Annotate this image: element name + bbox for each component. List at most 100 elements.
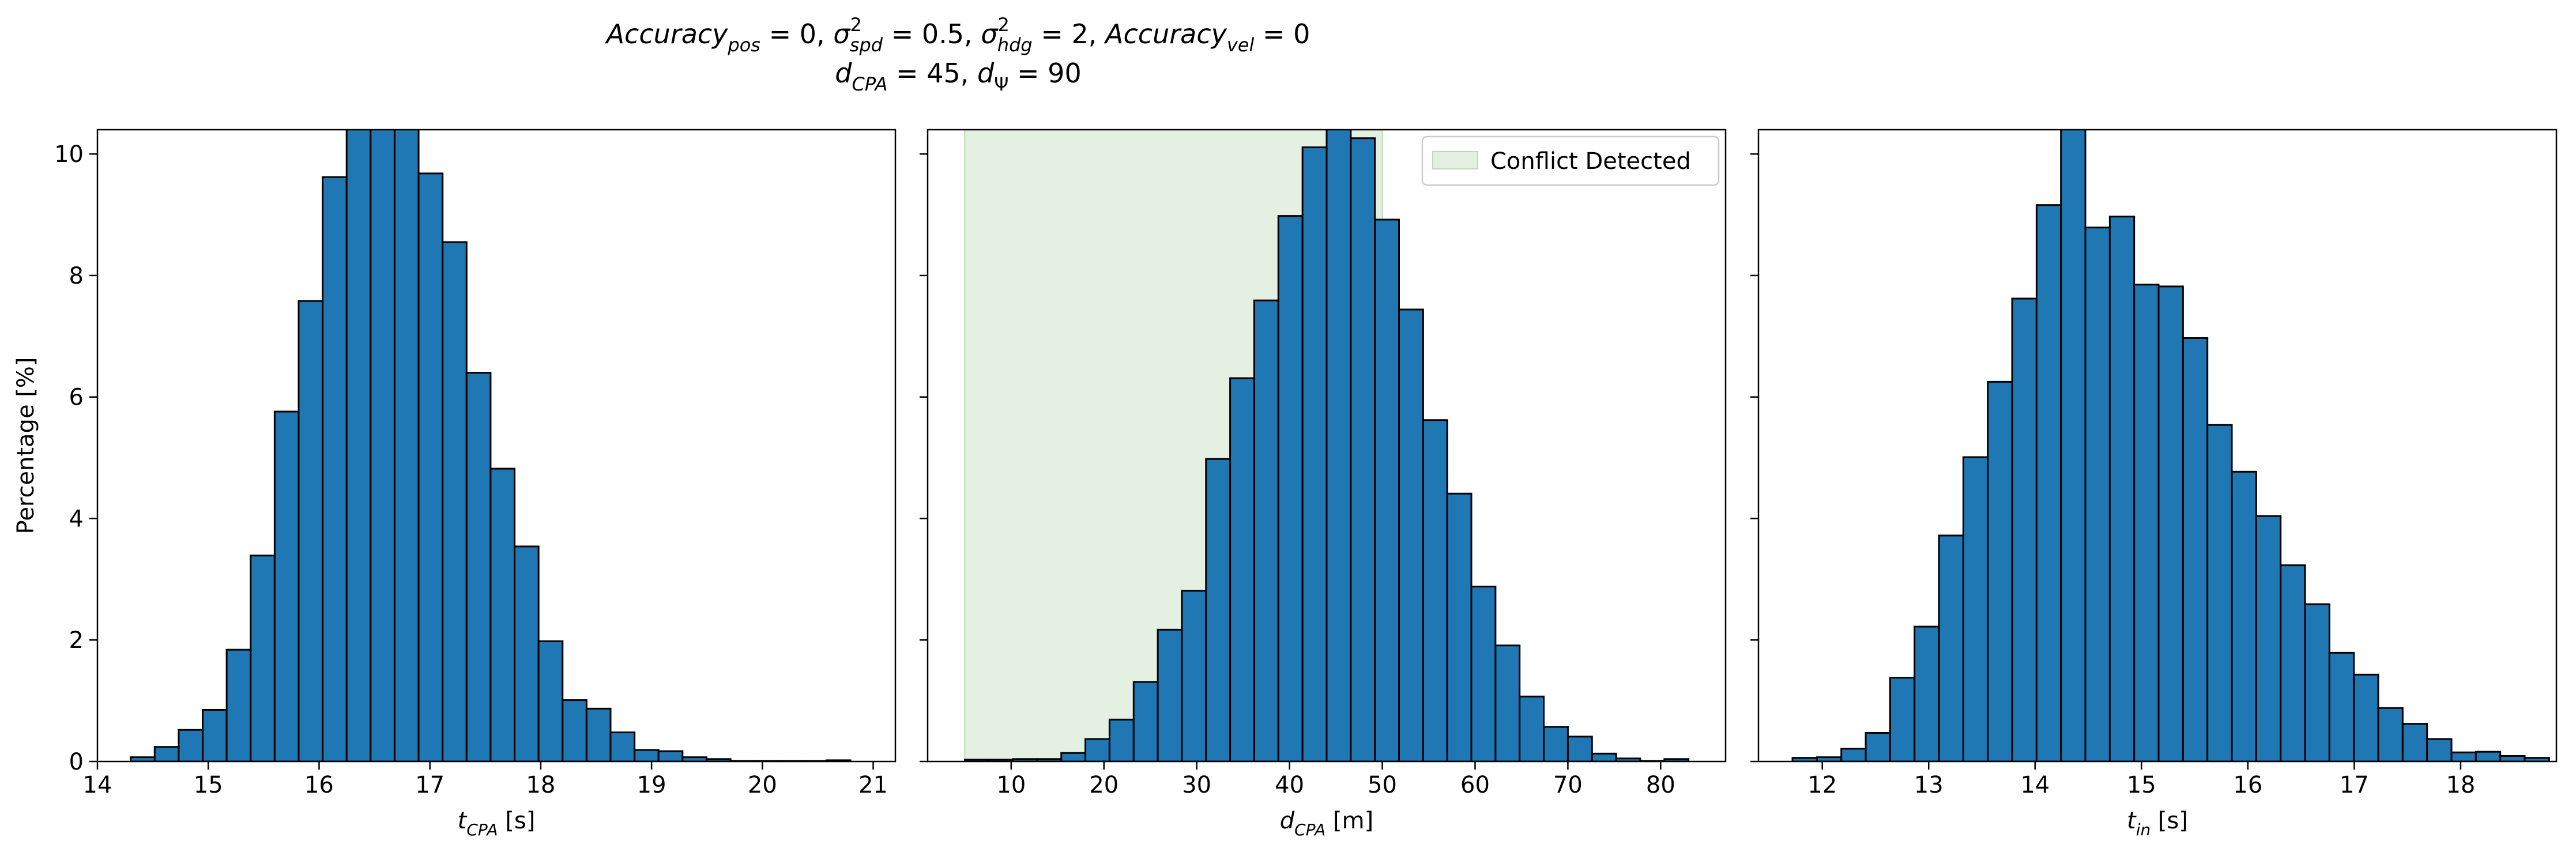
x-axis-label: tin [s] bbox=[2127, 808, 2188, 839]
bar bbox=[562, 699, 587, 761]
bar bbox=[585, 707, 612, 761]
bar bbox=[1865, 732, 1891, 761]
bar bbox=[514, 545, 540, 761]
bar bbox=[1938, 534, 1964, 761]
x-tick-label: 17 bbox=[2340, 772, 2369, 798]
bar bbox=[2060, 130, 2087, 761]
bar bbox=[2255, 515, 2282, 761]
bar bbox=[442, 241, 468, 761]
bar bbox=[1277, 215, 1304, 761]
bar bbox=[2133, 284, 2160, 761]
x-tick-label: 21 bbox=[858, 772, 888, 798]
y-tick-label: 10 bbox=[54, 141, 84, 168]
bar bbox=[537, 640, 564, 761]
x-tick-label: 16 bbox=[2233, 772, 2262, 798]
x-tick-label: 14 bbox=[2020, 772, 2050, 798]
y-tick-label: 2 bbox=[69, 627, 84, 654]
bar bbox=[1962, 456, 1989, 761]
x-tick-label: 70 bbox=[1553, 772, 1583, 798]
x-tick-label: 30 bbox=[1182, 772, 1211, 798]
bar bbox=[1398, 308, 1424, 761]
bar bbox=[2206, 424, 2233, 761]
bar bbox=[2182, 337, 2209, 761]
bar bbox=[250, 555, 276, 761]
y-tick-label: 0 bbox=[69, 749, 84, 775]
bar bbox=[609, 731, 636, 761]
x-tick-label: 18 bbox=[2446, 772, 2475, 798]
bar bbox=[1301, 146, 1328, 761]
bar bbox=[2426, 738, 2453, 761]
legend-swatch bbox=[1432, 151, 1478, 169]
axes-frame bbox=[1757, 129, 2558, 763]
x-axis-label: dCPA [m] bbox=[1280, 808, 1373, 839]
y-tick-label: 6 bbox=[69, 384, 84, 411]
bar bbox=[1566, 736, 1593, 761]
bar bbox=[2280, 564, 2306, 761]
panels: 14 15 16 17 18 19 20 21 0 2 4 6 8 10 tCPA [s] Percentag… bbox=[13, 129, 2558, 839]
bar bbox=[489, 468, 516, 761]
bar bbox=[1060, 752, 1087, 761]
legend-label: Conflict Detected bbox=[1490, 148, 1691, 175]
bar bbox=[2450, 751, 2477, 761]
x-tick-label: 40 bbox=[1275, 772, 1304, 798]
x-tick-label: 10 bbox=[996, 772, 1026, 798]
bar bbox=[1325, 130, 1352, 761]
bar bbox=[1205, 458, 1231, 761]
bar bbox=[1543, 726, 1569, 761]
bars bbox=[130, 130, 852, 761]
y-axis-label: Percentage [%] bbox=[13, 357, 39, 534]
bar bbox=[1494, 644, 1521, 761]
x-tick-label: 15 bbox=[194, 772, 223, 798]
bar bbox=[1840, 748, 1867, 761]
x-tick-label: 80 bbox=[1646, 772, 1675, 798]
panel-1: 14 15 16 17 18 19 20 21 0 2 4 6 8 10 tCPA [s] Percentag… bbox=[13, 129, 897, 839]
bar bbox=[1350, 137, 1376, 761]
x-tick-label: 12 bbox=[1807, 772, 1837, 798]
bar bbox=[1157, 628, 1183, 761]
bar bbox=[1084, 738, 1110, 761]
bars bbox=[1791, 130, 2550, 761]
x-tick-label: 50 bbox=[1368, 772, 1397, 798]
bar bbox=[2475, 751, 2502, 761]
bar bbox=[1108, 718, 1135, 761]
bar bbox=[2328, 651, 2355, 761]
bar bbox=[1181, 590, 1207, 761]
bar bbox=[657, 750, 684, 761]
bar bbox=[2157, 285, 2184, 761]
bar bbox=[1132, 681, 1159, 761]
bar bbox=[1374, 218, 1400, 761]
x-tick-label: 20 bbox=[1089, 772, 1118, 798]
bar bbox=[322, 176, 348, 761]
bar bbox=[178, 729, 204, 761]
x-tick-label: 16 bbox=[304, 772, 334, 798]
bar bbox=[1470, 585, 1497, 761]
axes-frame bbox=[927, 129, 1727, 763]
bar bbox=[2353, 673, 2379, 761]
x-tick-label: 13 bbox=[1914, 772, 1944, 798]
x-tick-label: 14 bbox=[83, 772, 112, 798]
bar bbox=[345, 130, 372, 761]
bar bbox=[1229, 377, 1255, 761]
bar bbox=[1591, 752, 1617, 761]
bar bbox=[1253, 299, 1279, 761]
bar bbox=[465, 372, 492, 761]
bar bbox=[1987, 380, 2013, 761]
x-axis-label: tCPA [s] bbox=[458, 808, 536, 839]
y-tick-label: 4 bbox=[69, 506, 84, 532]
x-tick-label: 19 bbox=[637, 772, 666, 798]
bar bbox=[1663, 758, 1690, 761]
bar bbox=[153, 746, 180, 761]
x-tick-label: 17 bbox=[415, 772, 445, 798]
bar bbox=[273, 410, 300, 761]
bar bbox=[2011, 297, 2038, 761]
bar bbox=[370, 130, 396, 761]
axes-frame bbox=[96, 129, 897, 763]
x-tick-label: 15 bbox=[2127, 772, 2156, 798]
panel-2: 10 20 30 40 50 60 70 80 dCPA [m] Conflict Detecte… bbox=[920, 129, 1727, 839]
x-tick-label: 60 bbox=[1460, 772, 1490, 798]
bar bbox=[1914, 625, 1940, 761]
chart-title-line2: dCPA = 45, dΨ = 90 bbox=[835, 58, 1081, 95]
bars bbox=[963, 130, 1690, 761]
bar bbox=[2231, 470, 2257, 761]
